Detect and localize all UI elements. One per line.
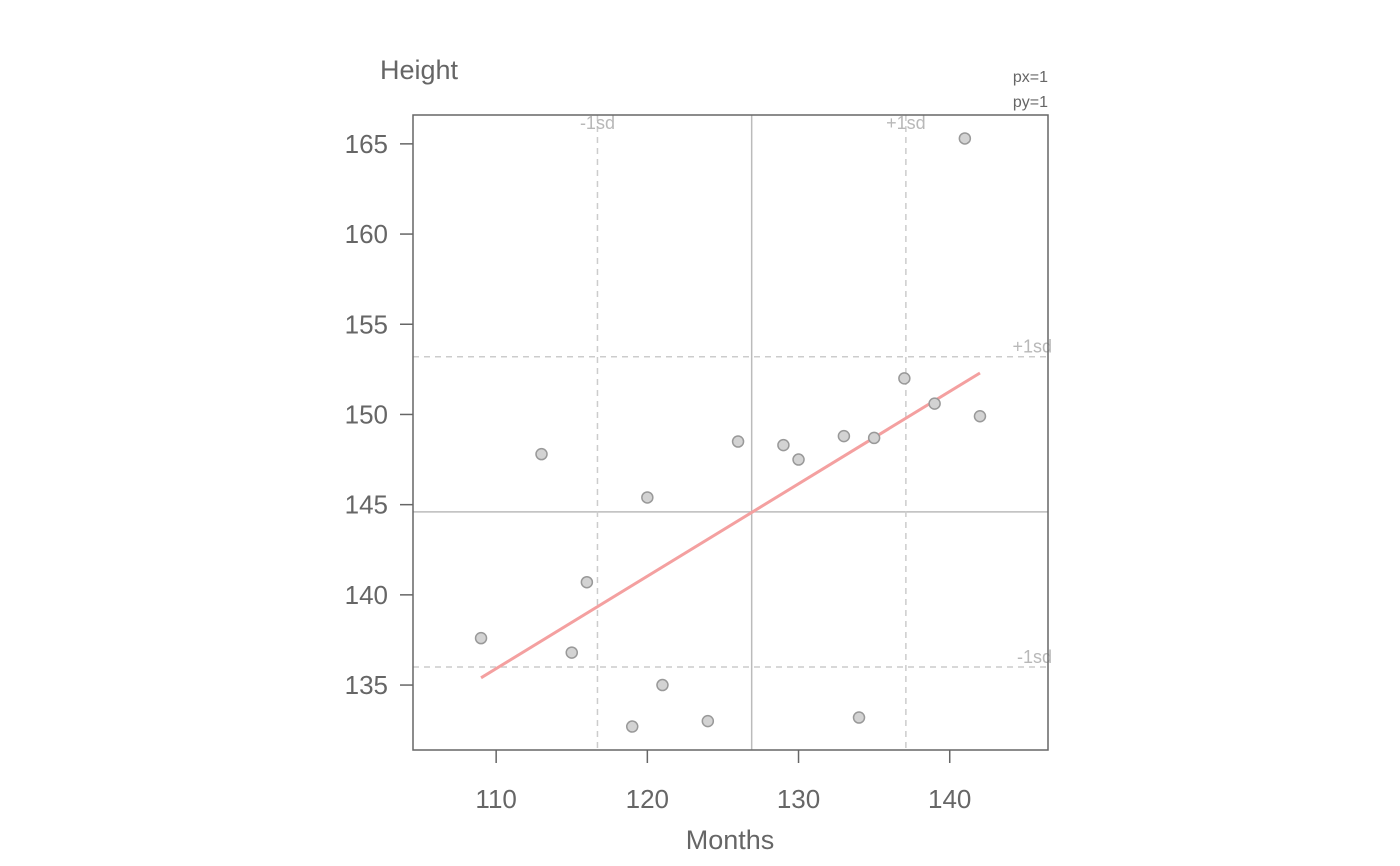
y-tick-label: 155 — [345, 309, 388, 339]
reference-lines: -1sd +1sd +1sd -1sd — [413, 113, 1052, 750]
data-point — [580, 575, 594, 589]
data-point — [837, 429, 851, 443]
x-sd-label: -1sd — [580, 113, 615, 133]
y-tick-label: 150 — [345, 399, 388, 429]
data-point — [898, 372, 911, 385]
data-point — [958, 132, 972, 145]
x-tick-label: 120 — [626, 784, 669, 814]
y-tick-label: 135 — [345, 670, 388, 700]
y-axis: 135 140 145 150 155 160 165 — [345, 129, 413, 700]
data-point — [701, 714, 715, 728]
regression-layer — [480, 371, 981, 680]
y-tick-label: 165 — [345, 129, 388, 159]
data-point — [777, 438, 790, 452]
y-tick-label: 140 — [345, 580, 388, 610]
y-sd-label: +1sd — [1012, 337, 1052, 357]
data-point — [792, 453, 805, 466]
x-axis: 110 120 130 140 — [475, 750, 971, 814]
data-point — [928, 397, 941, 410]
x-tick-label: 130 — [777, 784, 820, 814]
data-point — [867, 431, 881, 445]
regression-line — [480, 371, 981, 680]
x-tick-label: 140 — [928, 784, 971, 814]
x-tick-label: 110 — [475, 784, 516, 814]
corner-note-py: py=1 — [1013, 94, 1048, 111]
data-point — [535, 447, 548, 461]
data-point — [656, 678, 669, 692]
data-point — [625, 720, 639, 733]
corner-note-px: px=1 — [1013, 69, 1048, 86]
x-sd-label: +1sd — [886, 113, 926, 133]
data-point — [731, 435, 745, 448]
y-tick-label: 160 — [345, 219, 388, 249]
data-point — [474, 631, 488, 645]
data-point — [565, 646, 578, 659]
data-point — [641, 491, 654, 504]
y-tick-label: 145 — [345, 490, 388, 520]
data-point — [973, 410, 987, 423]
points-layer — [474, 132, 987, 733]
y-sd-label: -1sd — [1017, 647, 1052, 667]
x-axis-title: Months — [686, 825, 775, 855]
plot-frame — [412, 114, 1049, 751]
data-point — [852, 711, 866, 724]
y-axis-title: Height — [380, 55, 459, 85]
